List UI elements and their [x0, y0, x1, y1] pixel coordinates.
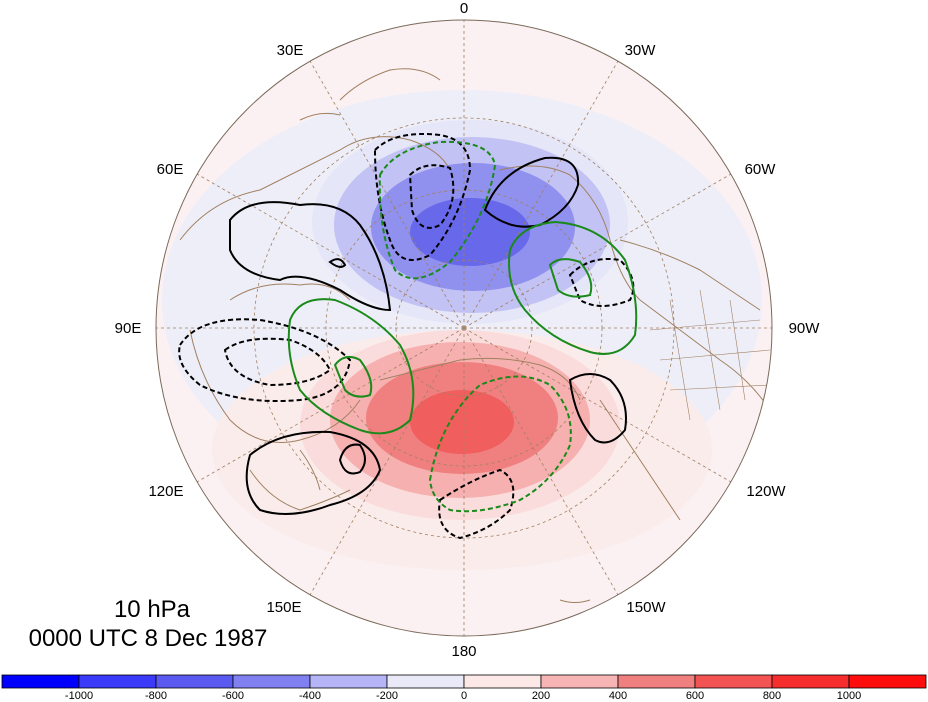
green-solid-contours: [287, 220, 638, 435]
longitude-labels: 0 30E 30W 60E 60W 90E 90W 120E 120W 150E…: [115, 0, 821, 660]
map-disc: [156, 20, 772, 636]
lon-label-60e: 60E: [157, 161, 184, 178]
colorbar-tick-label: 0: [461, 690, 467, 702]
colorbar-swatch: [617, 674, 696, 689]
colorbar-tick-label: -400: [299, 690, 321, 702]
colorbar-tick-label: -800: [145, 690, 167, 702]
lon-label-30w: 30W: [625, 42, 657, 59]
colorbar-swatch: [155, 674, 234, 689]
lon-label-90w: 90W: [789, 320, 821, 337]
colorbar-swatch: [694, 674, 773, 689]
lon-label-90e: 90E: [115, 320, 142, 337]
colorbar-tick-label: -600: [222, 690, 244, 702]
colorbar-swatch: [309, 674, 388, 689]
positive-anomaly-ring-4: [410, 390, 514, 454]
colorbar-tick-label: -200: [376, 690, 398, 702]
colorbar-tick-label: 600: [686, 690, 704, 702]
lon-label-30e: 30E: [277, 42, 304, 59]
map-boundary: [155, 19, 773, 637]
lon-label-0: 0: [460, 0, 468, 17]
time-title: 0000 UTC 8 Dec 1987: [29, 625, 268, 652]
negative-anomaly-ring-4: [410, 198, 530, 266]
black-solid-contours: [229, 156, 627, 515]
colorbar: -1000 -800 -600 -400 -200 0 200 400 600 800 1000: [1, 674, 927, 702]
colorbar-tick-label: 800: [763, 690, 781, 702]
lon-label-120e: 120E: [148, 483, 183, 500]
colorbar-swatch: [540, 674, 619, 689]
colorbar-swatch: [848, 674, 927, 689]
colorbar-swatch: [771, 674, 850, 689]
lon-label-150e: 150E: [266, 599, 301, 616]
green-dashed-contours: [378, 140, 572, 513]
coastlines: [179, 68, 771, 603]
pressure-level-title: 10 hPa: [114, 596, 191, 623]
lon-label-150w: 150W: [626, 599, 666, 616]
colorbar-swatch: [463, 674, 542, 689]
colorbar-tick-label: 200: [532, 690, 550, 702]
colorbar-swatch: [1, 674, 80, 689]
colorbar-tick-label: 1000: [837, 690, 861, 702]
colorbar-swatch: [78, 674, 157, 689]
lon-label-60w: 60W: [745, 161, 777, 178]
colorbar-swatch: [232, 674, 311, 689]
political-boundaries: [649, 289, 771, 421]
colorbar-tick-label: 400: [609, 690, 627, 702]
lon-label-180: 180: [451, 643, 476, 660]
colorbar-swatch: [386, 674, 465, 689]
lon-label-120w: 120W: [746, 483, 786, 500]
colorbar-tick-label: -1000: [65, 690, 93, 702]
